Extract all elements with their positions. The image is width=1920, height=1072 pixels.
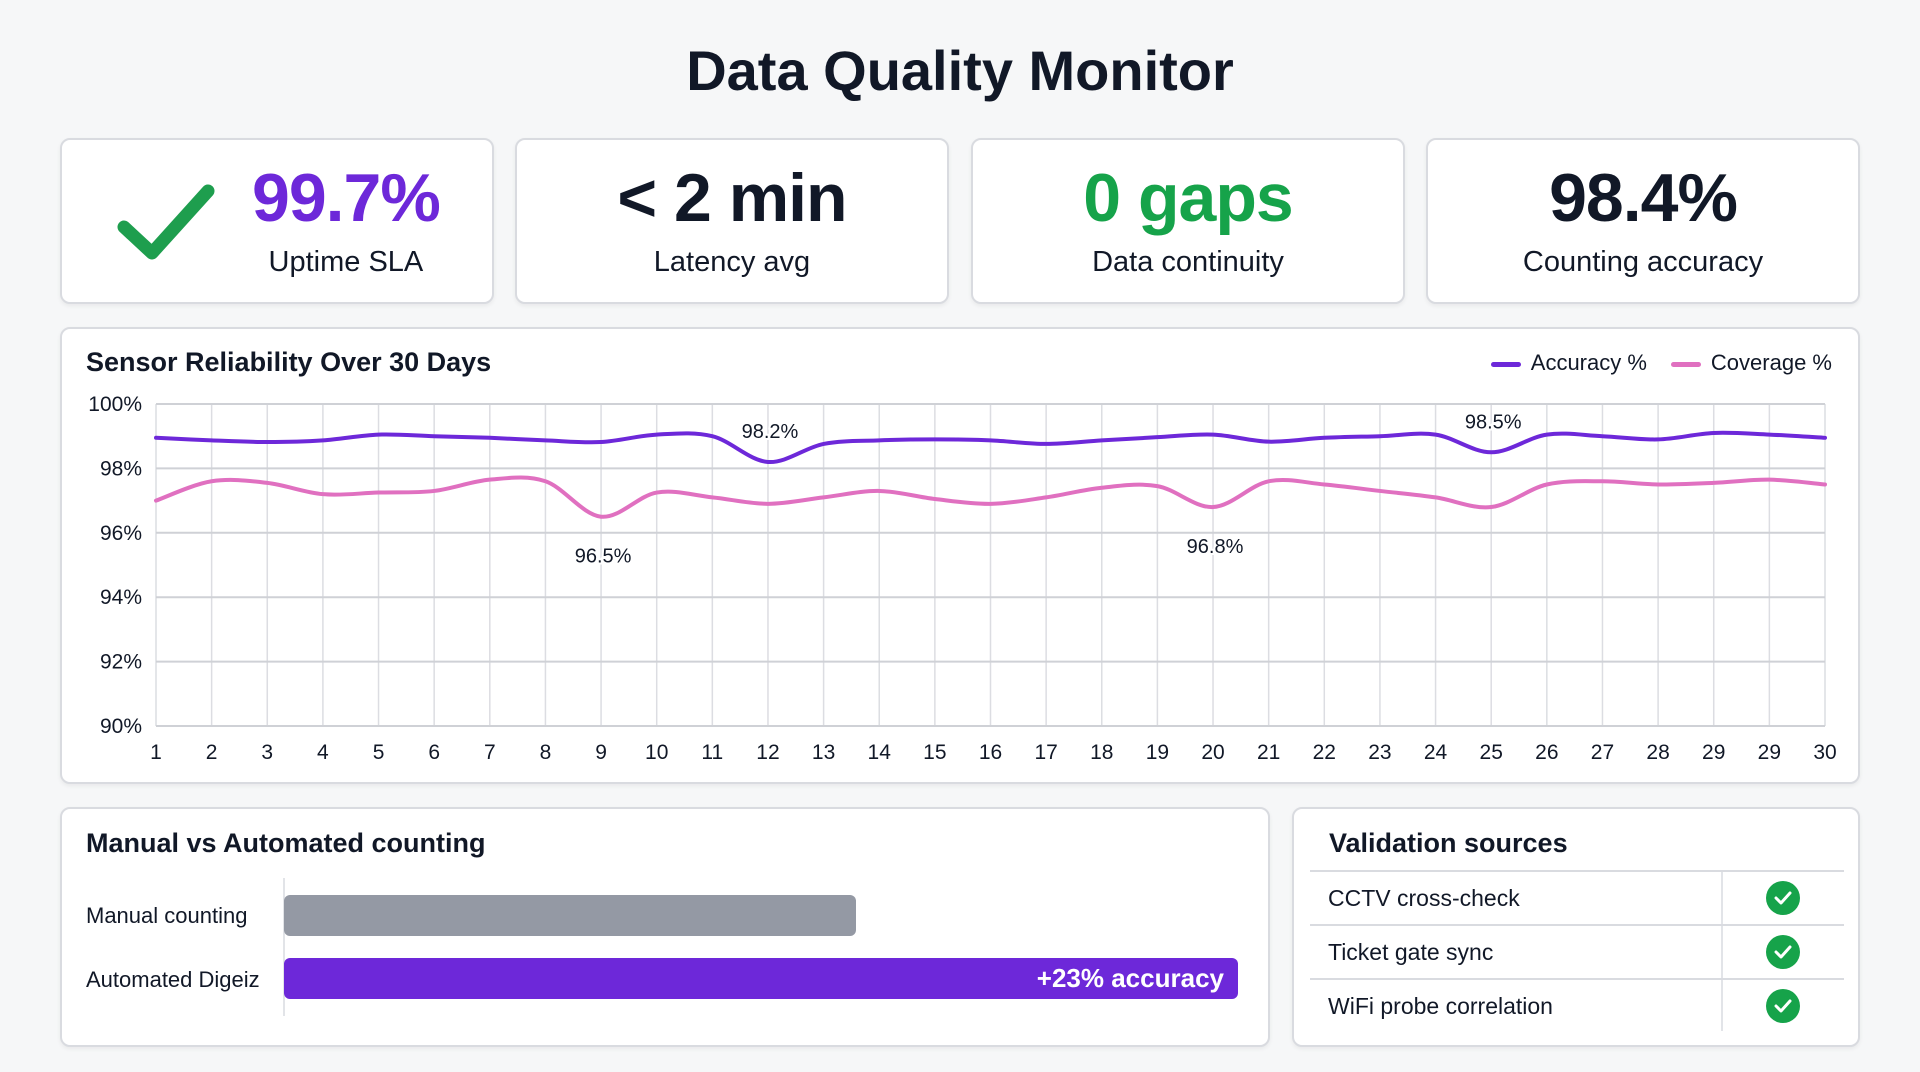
line-chart: 1 2 3 4 5 6 7 8 9 10 11 12 13 14 15 16 17 18 19 20 21 22 23 24 2… [88, 393, 1836, 764]
legend-coverage: Coverage % [1670, 350, 1832, 376]
x-tick-label: 16 [979, 741, 1002, 764]
x-tick-label: 9 [595, 741, 607, 764]
kpi-accuracy: 98.4% Counting accuracy [1426, 138, 1860, 304]
chart-title: Sensor Reliability Over 30 Days [86, 347, 492, 377]
y-tick-label: 90% [100, 715, 142, 738]
x-tick-label: 20 [1201, 741, 1224, 764]
comparison-title: Manual vs Automated counting [86, 828, 486, 858]
automated-bar: +23% accuracy [284, 958, 1238, 999]
bar-value-label: +23% accuracy [1036, 963, 1224, 993]
y-tick-label: 98% [100, 457, 142, 480]
validation-row: Ticket gate sync [1310, 924, 1844, 978]
x-tick-label: 2 [206, 741, 218, 764]
x-tick-label: 18 [1090, 741, 1113, 764]
kpi-value: 98.4% [1549, 159, 1738, 236]
x-tick-label: 19 [1146, 741, 1169, 764]
validation-card [1292, 807, 1860, 1047]
comparison-card [60, 807, 1270, 1047]
series-line-accuracy [154, 430, 1827, 464]
x-tick-label: 3 [261, 741, 273, 764]
x-tick-label: 10 [645, 741, 668, 764]
x-tick-label: 1 [150, 741, 162, 764]
y-tick-label: 94% [100, 586, 142, 609]
data-label: 96.8% [1187, 536, 1244, 558]
validation-row: WiFi probe correlation [1310, 978, 1844, 1032]
check-icon [117, 184, 215, 260]
x-tick-label: 30 [1813, 741, 1836, 764]
x-tick-label: 5 [373, 741, 385, 764]
x-tick-label: 12 [756, 741, 779, 764]
kpi-label: Counting accuracy [1522, 245, 1764, 278]
chart-legend: Accuracy % Coverage % [1490, 350, 1832, 376]
kpi-latency: < 2 min Latency avg [515, 138, 949, 304]
bar-axis [283, 878, 285, 1016]
validation-row: CCTV cross-check [1310, 870, 1844, 924]
data-label: 96.5% [575, 546, 632, 568]
kpi-label: Latency avg [653, 245, 811, 278]
series-line-coverage [154, 475, 1827, 519]
x-tick-label: 28 [1646, 741, 1669, 764]
x-tick-label: 29 [1702, 741, 1725, 764]
kpi-value: < 2 min [617, 159, 847, 236]
x-tick-label: 11 [701, 741, 723, 764]
x-tick-label: 6 [428, 741, 440, 764]
x-tick-label: 27 [1591, 741, 1614, 764]
x-tick-label: 21 [1257, 741, 1280, 764]
column-divider [1721, 871, 1723, 1031]
x-tick-label: 23 [1368, 741, 1391, 764]
x-tick-label: 8 [540, 741, 552, 764]
check-icon [1766, 989, 1800, 1023]
bar-label: Manual counting [86, 903, 248, 928]
x-tick-label: 7 [484, 741, 496, 764]
x-tick-label: 25 [1480, 741, 1503, 764]
y-tick-label: 96% [100, 522, 142, 545]
x-tick-label: 22 [1313, 741, 1336, 764]
data-label: 98.5% [1465, 411, 1522, 433]
x-tick-label: 13 [812, 741, 835, 764]
data-label: 98.2% [742, 421, 799, 443]
x-tick-label: 17 [1034, 741, 1057, 764]
x-tick-label: 15 [923, 741, 946, 764]
bar-label: Automated Digeiz [86, 967, 260, 992]
manual-bar [284, 895, 857, 936]
x-tick-label: 29 [1758, 741, 1781, 764]
page-title: Data Quality Monitor [686, 39, 1234, 102]
kpi-label: Data continuity [1092, 245, 1284, 278]
kpi-label: Uptime SLA [268, 245, 424, 278]
check-icon [1766, 881, 1800, 915]
legend-accuracy: Accuracy % [1490, 350, 1647, 376]
check-icon [1766, 935, 1800, 969]
y-tick-label: 92% [100, 651, 142, 674]
x-tick-label: 26 [1535, 741, 1558, 764]
y-tick-label: 100% [88, 393, 142, 416]
kpi-value: 0 gaps [1083, 159, 1293, 236]
x-tick-label: 14 [868, 741, 892, 764]
validation-title: Validation sources [1329, 828, 1568, 858]
x-tick-label: 4 [317, 741, 329, 764]
x-tick-label: 24 [1424, 741, 1448, 764]
kpi-continuity: 0 gaps Data continuity [971, 138, 1405, 304]
kpi-value: 99.7% [252, 159, 441, 236]
kpi-uptime: 99.7% Uptime SLA [60, 138, 494, 304]
